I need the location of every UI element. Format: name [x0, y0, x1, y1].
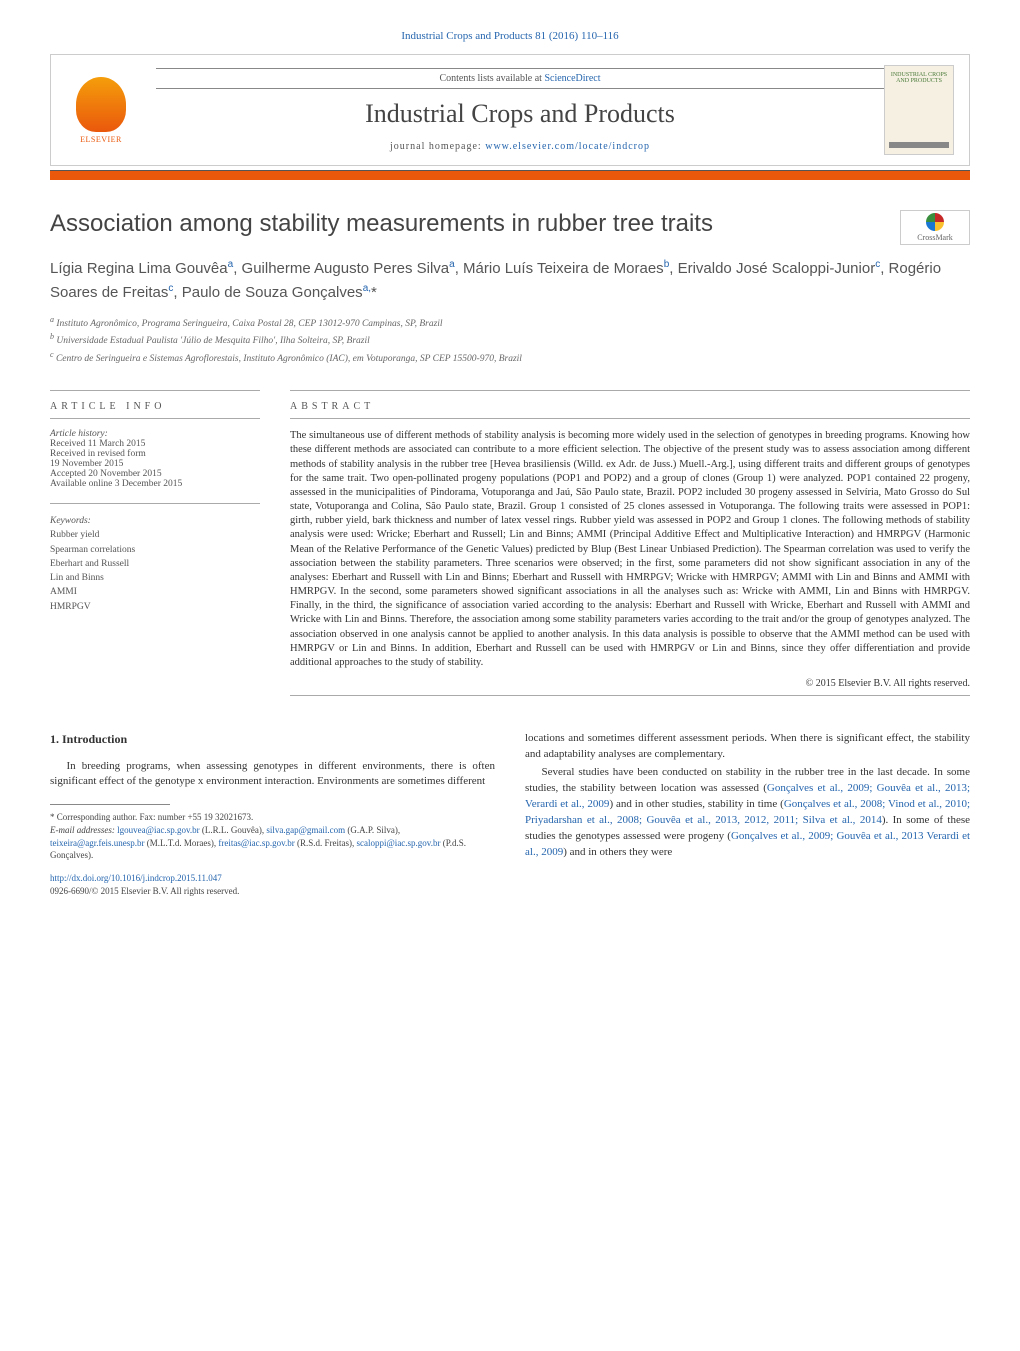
- journal-cover-thumbnail: INDUSTRIAL CROPS AND PRODUCTS: [884, 65, 954, 155]
- rule: [290, 418, 970, 419]
- contents-available-line: Contents lists available at ScienceDirec…: [156, 68, 884, 89]
- header-center: Contents lists available at ScienceDirec…: [156, 68, 884, 152]
- cover-bar: [889, 142, 949, 148]
- article-info-sidebar: article info Article history: Received 1…: [50, 384, 260, 706]
- journal-reference: Industrial Crops and Products 81 (2016) …: [50, 30, 970, 42]
- section-heading-introduction: 1. Introduction: [50, 731, 495, 748]
- elsevier-label: ELSEVIER: [80, 135, 122, 144]
- journal-header: ELSEVIER Contents lists available at Sci…: [50, 54, 970, 166]
- abstract-section: abstract The simultaneous use of differe…: [290, 384, 970, 706]
- keywords-list: Rubber yieldSpearman correlationsEberhar…: [50, 528, 260, 614]
- issn-copyright: 0926-6690/© 2015 Elsevier B.V. All right…: [50, 886, 239, 896]
- authors-list: Lígia Regina Lima Gouvêaa, Guilherme Aug…: [50, 257, 970, 304]
- email-addresses: E-mail addresses: lgouvea@iac.sp.gov.br …: [50, 824, 495, 862]
- journal-name: Industrial Crops and Products: [156, 99, 884, 129]
- doi-link[interactable]: http://dx.doi.org/10.1016/j.indcrop.2015…: [50, 873, 222, 883]
- crossmark-badge[interactable]: CrossMark: [900, 210, 970, 245]
- footer-identifiers: http://dx.doi.org/10.1016/j.indcrop.2015…: [50, 872, 495, 898]
- affiliations-list: a Instituto Agronômico, Programa Seringu…: [50, 314, 970, 366]
- article-title: Association among stability measurements…: [50, 210, 885, 238]
- abstract-heading: abstract: [290, 401, 970, 412]
- rule: [290, 695, 970, 696]
- rule: [50, 503, 260, 504]
- abstract-copyright: © 2015 Elsevier B.V. All rights reserved…: [290, 678, 970, 689]
- intro-paragraph-3: Several studies have been conducted on s…: [525, 765, 970, 861]
- crossmark-label: CrossMark: [917, 233, 953, 242]
- rule: [50, 418, 260, 419]
- footnote-separator: [50, 804, 170, 805]
- cover-title-text: INDUSTRIAL CROPS AND PRODUCTS: [889, 72, 949, 84]
- intro-paragraph-1: In breeding programs, when assessing gen…: [50, 759, 495, 791]
- homepage-link[interactable]: www.elsevier.com/locate/indcrop: [485, 141, 650, 152]
- contents-prefix: Contents lists available at: [439, 73, 544, 84]
- article-info-heading: article info: [50, 401, 260, 412]
- history-label: Article history:: [50, 429, 260, 439]
- homepage-line: journal homepage: www.elsevier.com/locat…: [156, 141, 884, 152]
- header-accent-bar: [50, 170, 970, 180]
- intro-paragraph-2: locations and sometimes different assess…: [525, 731, 970, 763]
- rule: [50, 390, 260, 391]
- body-text: 1. Introduction In breeding programs, wh…: [50, 731, 970, 898]
- elsevier-tree-icon: [76, 77, 126, 132]
- corresponding-author-note: * Corresponding author. Fax: number +55 …: [50, 811, 495, 824]
- keywords-label: Keywords:: [50, 514, 260, 528]
- crossmark-icon: [926, 213, 944, 231]
- abstract-text: The simultaneous use of different method…: [290, 429, 970, 670]
- article-history: Received 11 March 2015Received in revise…: [50, 439, 260, 489]
- rule: [290, 390, 970, 391]
- sciencedirect-link[interactable]: ScienceDirect: [544, 73, 600, 84]
- elsevier-logo: ELSEVIER: [66, 70, 136, 150]
- homepage-prefix: journal homepage:: [390, 141, 485, 152]
- footnotes: * Corresponding author. Fax: number +55 …: [50, 811, 495, 861]
